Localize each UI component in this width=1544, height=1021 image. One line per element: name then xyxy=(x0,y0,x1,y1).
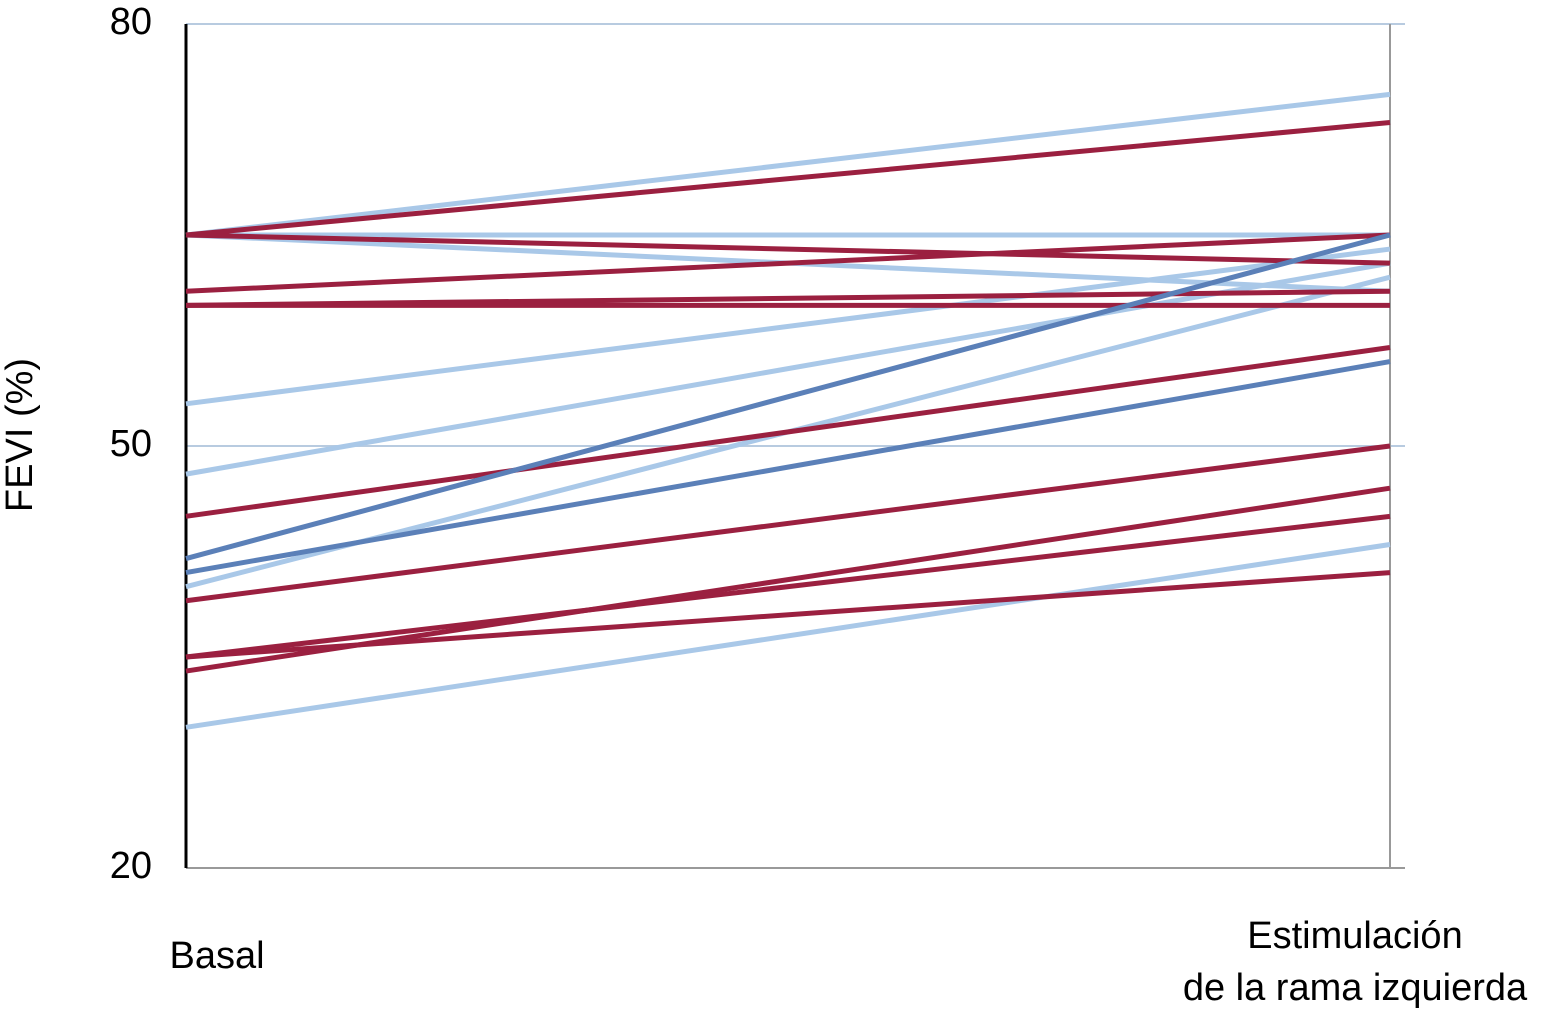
series-line xyxy=(185,443,1391,604)
series-line xyxy=(185,260,1391,477)
series-line xyxy=(185,119,1391,238)
y-tick-label: 20 xyxy=(110,845,152,887)
series-line xyxy=(185,232,1391,294)
series-line xyxy=(185,288,1391,308)
series-line xyxy=(185,359,1391,576)
y-axis-label: FEVI (%) xyxy=(0,358,41,512)
series-line xyxy=(185,232,1391,561)
series-line xyxy=(185,541,1391,730)
series-line xyxy=(185,232,1391,266)
series-line xyxy=(185,345,1391,519)
x-tick-label: Basal xyxy=(169,935,264,977)
y-tick-label: 80 xyxy=(110,1,152,43)
series-line xyxy=(185,513,1391,660)
series-line xyxy=(185,91,1391,238)
y-tick-label: 50 xyxy=(110,423,152,465)
series-line xyxy=(185,485,1391,674)
series-line xyxy=(185,246,1391,407)
x-tick-label: Estimulación de la rama izquierda xyxy=(1183,915,1528,1009)
